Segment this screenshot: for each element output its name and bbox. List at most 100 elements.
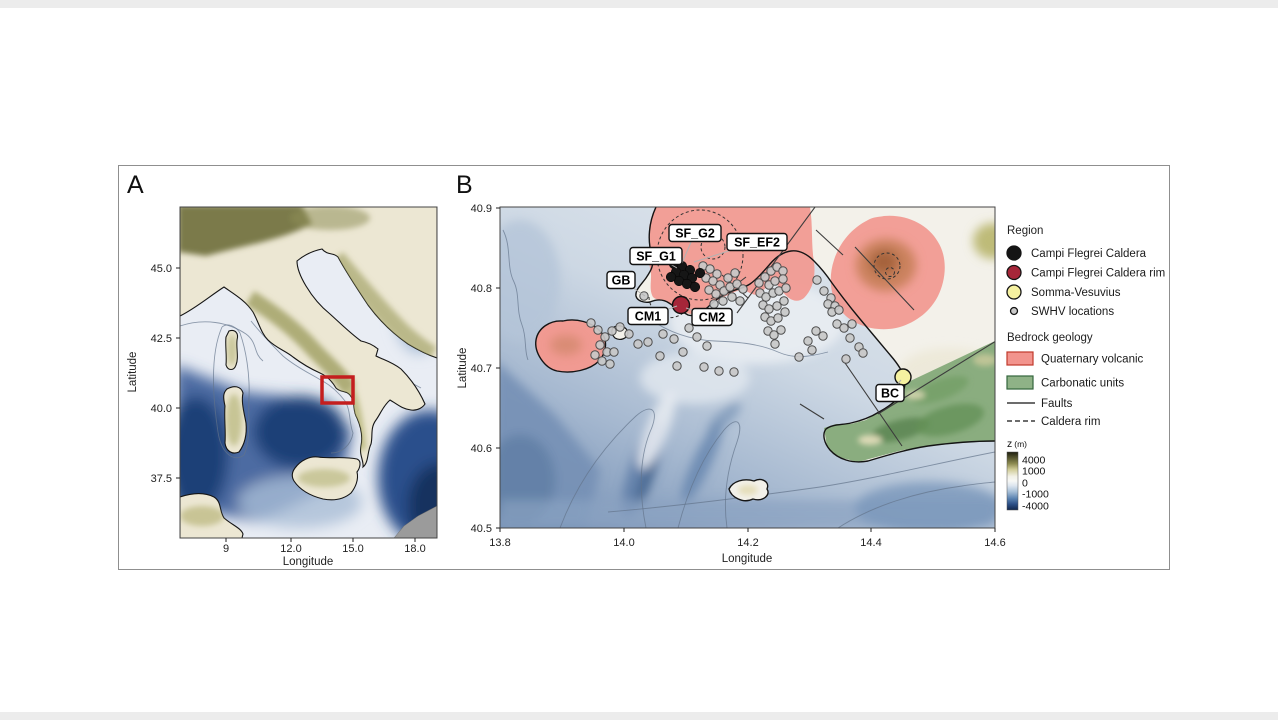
panel-b-y-tick-label: 40.8 [471,283,492,295]
swhv-location-point [607,326,617,336]
panel-a-axes: 9 12.0 15.0 18.0 45.0 42.5 40.0 37.5 [151,263,426,555]
swhv-location-point [684,323,694,333]
panel-a-ylabel: Latitude [127,352,139,393]
swhv-location-point [702,341,712,351]
site-label-box [691,307,733,327]
legend-line-label: Faults [1041,398,1073,410]
site-label-text: SF_EF2 [734,236,780,250]
site-label-box [875,383,905,403]
swhv-location-point [712,269,722,279]
campi-flegrei-caldera-point [665,271,677,283]
swhv-location-point [633,339,643,349]
site-label-text: CM1 [635,310,661,324]
legend-geology-title: Bedrock geology [1007,332,1093,344]
site-label-box [606,270,636,290]
swhv-location-point [669,334,679,344]
swhv-location-point [760,272,770,282]
swhv-location-point [643,337,653,347]
legend-region-label: Campi Flegrei Caldera rim [1031,268,1165,280]
swhv-location-point [819,286,829,296]
swhv-location-point [711,289,721,299]
swhv-location-point [730,268,740,278]
swhv-location-point [708,276,718,286]
ischia-summit-shading [550,335,582,355]
swhv-location-point [718,296,728,306]
site-labels-layer: SF_G2 SF_EF2 SF_G1 GB CM1 CM2 BC [606,223,905,403]
swhv-location-point [845,333,855,343]
swhv-location-point [779,296,789,306]
panel-b-bathymetry [500,220,995,528]
legend-geology-label: Carbonatic units [1041,378,1124,390]
panel-b-y-tick-label: 40.7 [471,363,492,375]
legend-region-label: SWHV locations [1031,306,1114,318]
legend-geology-swatch [1006,351,1034,366]
site-label-cm2: CM2 [691,307,733,327]
site-label-text: BC [881,387,899,401]
panel-a-y-tick-label: 45.0 [151,263,172,275]
panel-b-y-tick-label: 40.5 [471,523,492,535]
panel-a-y-tick-label: 40.0 [151,403,172,415]
swhv-location-point [778,266,788,276]
site-label-sf_g2: SF_G2 [668,223,722,243]
swhv-location-point [699,362,709,372]
colorbar-tick-label: -4000 [1022,501,1049,513]
swhv-location-point [738,284,748,294]
site-label-box [668,223,722,243]
swhv-location-point [709,299,719,309]
panel-b-x-tick-label: 14.0 [613,537,634,549]
legend-geology-label: Quaternary volcanic [1041,354,1144,366]
swhv-location-point [841,354,851,364]
sorrento-texture [858,354,995,445]
figure-frame: 9 12.0 15.0 18.0 45.0 42.5 40.0 37.5 Longitude … [118,165,1170,570]
swhv-location-point [692,332,702,342]
site-label-bc: BC [875,383,905,403]
panel-b-x-tick-label: 14.2 [737,537,758,549]
swhv-location-point [597,356,607,366]
swhv-location-point [705,264,715,274]
panel-a-letter: A [127,171,144,199]
panel-a-x-tick-label: 12.0 [280,543,301,555]
swhv-location-point [858,348,868,358]
panel-b-ylabel: Latitude [457,348,469,389]
site-label-gb: GB [606,270,636,290]
panel-a-y-tick-label: 42.5 [151,333,172,345]
colorbar-tick-label: 1000 [1022,466,1046,478]
swhv-location-point [672,361,682,371]
swhv-location-point [778,274,788,284]
legend-region-marker [1006,245,1022,261]
panel-b-letter: B [456,171,473,199]
colorbar-tick-label: -1000 [1022,489,1049,501]
panel-b-x-tick-label: 14.6 [984,537,1005,549]
swhv-location-point [732,279,742,289]
swhv-location-point [761,292,771,302]
study-area-box-group [320,375,355,405]
panel-b-axes: 13.8 14.0 14.2 14.4 14.6 40.9 40.8 40.7 40.6 40.5 [471,203,1006,549]
swhv-location-point [772,301,782,311]
campi-flegrei-caldera-point [694,267,706,279]
swhv-location-point [655,351,665,361]
swhv-location-point [615,322,625,332]
swhv-location-point [834,305,844,315]
colorbar-tick-label: 4000 [1022,455,1046,467]
panel-b-x-tick-label: 14.4 [860,537,881,549]
swhv-location-point [727,292,737,302]
legend-geology-items: Quaternary volcanic Carbonatic units [1006,351,1144,390]
swhv-location-point [812,275,822,285]
legend-line-label: Caldera rim [1041,416,1100,428]
site-label-cm1: CM1 [627,306,669,326]
panel-a-y-tick-label: 37.5 [151,473,172,485]
swhv-location-point [773,313,783,323]
panel-a-xlabel: Longitude [283,556,334,568]
swhv-location-point [770,339,780,349]
panel-b-y-tick-label: 40.6 [471,443,492,455]
legend-region-items: Campi Flegrei Caldera Campi Flegrei Calde… [1006,245,1165,318]
swhv-location-point [735,296,745,306]
site-label-box [629,246,683,266]
swhv-location-point [704,285,714,295]
swhv-location-point [781,283,791,293]
panel-a-border [179,206,438,539]
swhv-location-point [770,276,780,286]
